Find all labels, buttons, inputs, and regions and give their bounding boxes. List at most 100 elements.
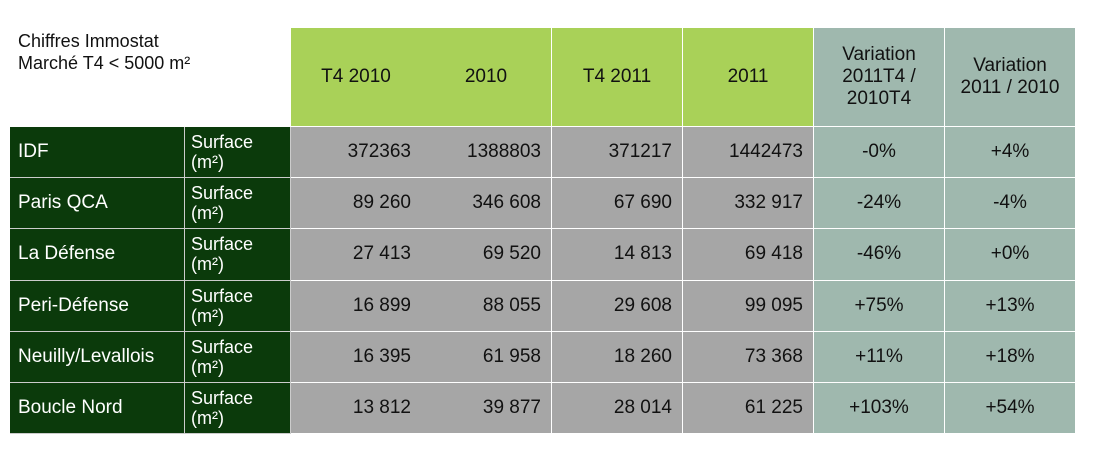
cell-text: 1388803 [467, 141, 541, 163]
cell-text: Surface [191, 132, 254, 153]
cell-text: (m²) [191, 254, 224, 275]
unit: Surface (m²) [185, 229, 291, 281]
value: 16 395 [291, 331, 422, 383]
value: +18% [945, 331, 1076, 383]
cell-text: 372363 [347, 141, 411, 163]
value: -46% [814, 229, 945, 281]
region: IDF [10, 127, 185, 179]
value: +4% [945, 127, 1076, 179]
region: Paris QCA [10, 178, 185, 230]
cell-text: Surface [191, 336, 254, 357]
value: 69 418 [683, 229, 814, 281]
cell-text: 13 812 [352, 397, 411, 419]
cell-text: 2011T4 / [842, 66, 916, 87]
value: 67 690 [552, 178, 683, 230]
cell-text: 2011 / 2010 [960, 77, 1060, 98]
value: +0% [945, 229, 1076, 281]
column-header: T4 2011 [552, 28, 683, 127]
cell-text: (m²) [191, 356, 224, 377]
cell-text: 2010 [464, 66, 508, 87]
cell-text: 18 260 [613, 345, 672, 367]
cell-text: T4 2011 [582, 66, 652, 87]
cell-text: 61 958 [482, 345, 541, 367]
cell-text: +11% [855, 345, 903, 367]
value: +13% [945, 280, 1076, 332]
cell-text: 27 413 [352, 243, 411, 265]
cell-text: Surface [191, 183, 254, 204]
cell-text: (m²) [191, 203, 224, 224]
cell-text: -24% [856, 192, 902, 214]
value: -0% [814, 127, 945, 179]
cell-text: +103% [849, 397, 909, 419]
value: 88 055 [421, 280, 552, 332]
value: -4% [945, 178, 1076, 230]
value: +103% [814, 383, 945, 435]
value: 1388803 [421, 127, 552, 179]
unit: Surface (m²) [185, 127, 291, 179]
cell-text: Boucle Nord [18, 397, 123, 419]
unit: Surface (m²) [185, 178, 291, 230]
region: La Défense [10, 229, 185, 281]
cell-text: 73 368 [744, 345, 803, 367]
cell-text: 346 608 [472, 192, 541, 214]
cell-text: Paris QCA [18, 192, 108, 214]
cell-text: -4% [993, 192, 1027, 214]
cell-text: 14 813 [613, 243, 672, 265]
cell-text: -0% [862, 141, 896, 163]
value: 99 095 [683, 280, 814, 332]
value: 73 368 [683, 331, 814, 383]
cell-text: 89 260 [352, 192, 411, 214]
column-header: T4 2010 [291, 28, 422, 127]
cell-text: Marché T4 < 5000 m² [18, 53, 191, 73]
column-header: Variation 2011T4 /2010T4 [814, 28, 945, 127]
cell-text: +4% [990, 141, 1030, 163]
cell-text: 28 014 [613, 397, 672, 419]
cell-text: +13% [985, 294, 1035, 316]
value: 61 225 [683, 383, 814, 435]
value: +11% [814, 331, 945, 383]
value: 14 813 [552, 229, 683, 281]
value: 27 413 [291, 229, 422, 281]
unit: Surface (m²) [185, 280, 291, 332]
value: 16 899 [291, 280, 422, 332]
value: 29 608 [552, 280, 683, 332]
value: 13 812 [291, 383, 422, 435]
value: 346 608 [421, 178, 552, 230]
cell-text: +54% [985, 397, 1035, 419]
value: +54% [945, 383, 1076, 435]
cell-text: 99 095 [744, 294, 803, 316]
value: 371217 [552, 127, 683, 179]
cell-text: La Défense [18, 243, 116, 265]
cell-text: 2011 [727, 66, 769, 87]
cell-text: Surface [191, 285, 254, 306]
cell-text: 2010T4 [846, 88, 912, 109]
cell-text: +0% [990, 243, 1030, 265]
region: Boucle Nord [10, 383, 185, 435]
cell-text: -46% [856, 243, 902, 265]
cell-text: Variation [842, 44, 916, 65]
cell-text: (m²) [191, 152, 224, 173]
cell-text: +75% [854, 294, 904, 316]
cell-text: IDF [18, 141, 49, 163]
value: 28 014 [552, 383, 683, 435]
column-header: Variation 2011 / 2010 [945, 28, 1076, 127]
cell-text: 39 877 [482, 397, 541, 419]
region: Peri-Défense [10, 280, 185, 332]
value: 39 877 [421, 383, 552, 435]
cell-text: Surface [191, 388, 254, 409]
value: 61 958 [421, 331, 552, 383]
value: 89 260 [291, 178, 422, 230]
cell-text: (m²) [191, 305, 224, 326]
column-header: 2011 [683, 28, 814, 127]
cell-text: 16 395 [352, 345, 411, 367]
cell-text: Variation [973, 55, 1047, 76]
unit: Surface (m²) [185, 383, 291, 435]
cell-text: 61 225 [744, 397, 803, 419]
cell-text: (m²) [191, 408, 224, 429]
value: 18 260 [552, 331, 683, 383]
value: 69 520 [421, 229, 552, 281]
cell-text: 69 520 [482, 243, 541, 265]
value: 1442473 [683, 127, 814, 179]
cell-text: Peri-Défense [18, 294, 129, 316]
